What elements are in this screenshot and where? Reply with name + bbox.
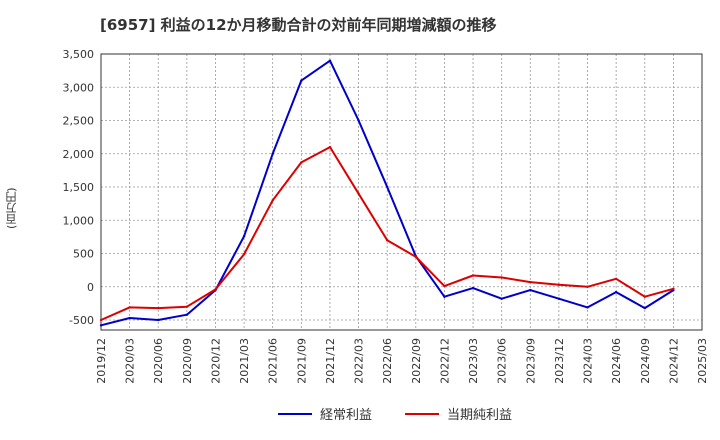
y-tick-label: 1,500: [63, 181, 95, 194]
data-point-net-profit: [443, 284, 446, 288]
x-tick-label: 2023/09: [524, 338, 537, 384]
x-tick-label: 2021/06: [267, 338, 280, 384]
x-tick-label: 2020/12: [209, 338, 222, 384]
y-tick-label: 2,500: [63, 115, 95, 128]
x-tick-label: 2022/12: [438, 338, 451, 384]
data-point-net-profit: [586, 285, 589, 288]
y-tick-label: 2,000: [63, 148, 95, 161]
data-point-ordinary-profit: [643, 306, 646, 310]
data-point-net-profit: [614, 277, 618, 280]
legend: 経常利益 当期純利益: [0, 404, 720, 424]
data-point-ordinary-profit: [242, 235, 246, 238]
legend-item-net-profit: 当期純利益: [405, 404, 512, 423]
data-point-net-profit: [357, 192, 360, 195]
y-tick-label: 500: [73, 248, 94, 261]
data-point-ordinary-profit: [185, 313, 189, 316]
x-tick-label: 2021/09: [295, 338, 308, 384]
data-point-net-profit: [328, 145, 332, 149]
data-point-net-profit: [242, 252, 246, 256]
x-tick-label: 2024/03: [582, 338, 595, 384]
data-point-ordinary-profit: [157, 318, 160, 322]
legend-item-ordinary-profit: 経常利益: [278, 404, 372, 423]
legend-swatch-net-profit: [405, 412, 439, 415]
legend-label-net-profit: 当期純利益: [447, 408, 513, 423]
data-point-net-profit: [385, 239, 389, 242]
x-tick-label: 2022/06: [381, 338, 394, 384]
data-point-ordinary-profit: [557, 297, 561, 300]
data-point-ordinary-profit: [385, 185, 389, 189]
data-point-net-profit: [643, 295, 646, 298]
x-tick-label: 2022/03: [353, 338, 366, 384]
data-point-net-profit: [300, 161, 303, 164]
data-point-ordinary-profit: [500, 297, 503, 300]
y-tick-label: 1,000: [63, 214, 95, 227]
x-tick-label: 2020/03: [124, 338, 137, 384]
data-point-net-profit: [529, 280, 532, 284]
y-tick-label: -500: [69, 314, 94, 327]
data-point-ordinary-profit: [443, 295, 446, 298]
data-point-net-profit: [672, 287, 675, 290]
x-tick-label: 2024/06: [610, 338, 623, 384]
data-point-ordinary-profit: [471, 286, 475, 290]
x-tick-label: 2022/09: [410, 338, 423, 384]
data-point-ordinary-profit: [328, 59, 332, 62]
y-tick-label: 3,500: [63, 48, 95, 61]
x-tick-label: 2021/12: [324, 338, 337, 384]
data-point-ordinary-profit: [300, 79, 303, 82]
data-point-ordinary-profit: [128, 316, 131, 320]
data-point-net-profit: [157, 306, 160, 310]
data-point-ordinary-profit: [99, 324, 103, 327]
x-tick-label: 2023/03: [467, 338, 480, 384]
legend-swatch-ordinary-profit: [278, 412, 312, 415]
x-tick-label: 2023/06: [496, 338, 509, 384]
data-point-net-profit: [557, 283, 561, 286]
data-point-net-profit: [471, 274, 475, 277]
data-point-ordinary-profit: [529, 288, 532, 292]
chart-title: [6957] 利益の12か月移動合計の対前年同期増減額の推移: [100, 16, 497, 34]
y-tick-label: 3,000: [63, 81, 95, 94]
legend-label-ordinary-profit: 経常利益: [320, 408, 373, 423]
x-tick-label: 2020/06: [152, 338, 165, 384]
data-point-ordinary-profit: [357, 119, 360, 122]
data-point-net-profit: [185, 305, 189, 308]
plot-border: [100, 53, 703, 331]
data-point-net-profit: [128, 306, 131, 309]
data-point-net-profit: [214, 288, 217, 291]
x-tick-label: 2024/09: [639, 338, 652, 384]
data-point-ordinary-profit: [271, 152, 274, 155]
data-point-net-profit: [99, 318, 103, 322]
data-point-net-profit: [414, 255, 418, 259]
x-tick-label: 2021/03: [238, 338, 251, 384]
x-tick-label: 2024/12: [667, 338, 680, 384]
x-tick-label: 2023/12: [553, 338, 566, 384]
plot-area: [101, 54, 702, 330]
data-point-ordinary-profit: [614, 290, 618, 294]
x-tick-label: 2019/12: [95, 338, 108, 384]
x-tick-label: 2025/03: [696, 338, 709, 384]
data-point-ordinary-profit: [586, 306, 589, 309]
data-point-net-profit: [271, 199, 274, 202]
data-point-net-profit: [500, 276, 503, 279]
line-chart: -500 0 500 1,000 1,500 2,000 2,500 3,000 3,500 20…: [63, 48, 710, 384]
x-tick-label: 2020/09: [181, 338, 194, 384]
y-tick-label: 0: [87, 281, 94, 294]
